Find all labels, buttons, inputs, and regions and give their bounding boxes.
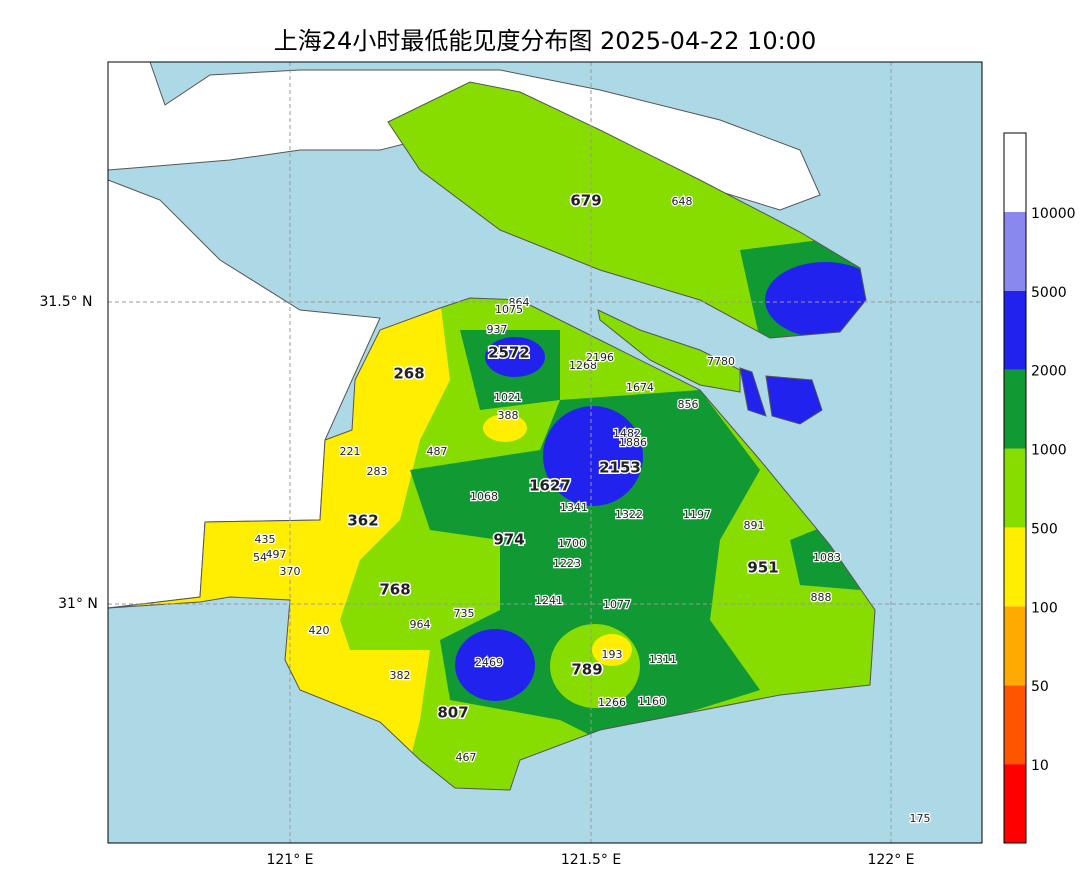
- colorbar-frame: [1003, 132, 1027, 844]
- station-label: 7780: [707, 355, 735, 368]
- station-label: 1223: [553, 557, 581, 570]
- colorbar: 10 50 100 500 1000 2000 5000 10000: [1003, 132, 1076, 844]
- lon-label: 122° E: [867, 852, 914, 868]
- colorbar-label: 100: [1031, 600, 1058, 616]
- station-label: 2196: [586, 351, 614, 364]
- station-label: 1886: [619, 436, 647, 449]
- station-label: 1700: [558, 537, 586, 550]
- station-label: 193: [602, 648, 623, 661]
- station-label: 974: [493, 531, 524, 549]
- station-label: 487: [427, 445, 448, 458]
- colorbar-band: [1004, 133, 1026, 212]
- station-label: 268: [393, 365, 424, 383]
- station-label: 1627: [529, 477, 571, 495]
- station-label: 1160: [638, 695, 666, 708]
- colorbar-band: [1004, 369, 1026, 449]
- colorbar-label: 10: [1031, 758, 1049, 774]
- station-label: 382: [390, 669, 411, 682]
- station-label: 1068: [470, 490, 498, 503]
- station-label: 768: [379, 581, 410, 599]
- colorbar-label: 50: [1031, 679, 1049, 695]
- colorbar-band: [1004, 764, 1026, 843]
- station-label: 1075: [495, 303, 523, 316]
- station-label: 283: [367, 465, 388, 478]
- lon-label: 121° E: [266, 852, 313, 868]
- frame: [107, 61, 983, 844]
- colorbar-label: 5000: [1031, 285, 1067, 301]
- colorbar-label: 10000: [1031, 206, 1076, 222]
- changxing: [597, 309, 741, 393]
- lat-label: 31.5° N: [39, 294, 92, 310]
- station-label: 2153: [599, 459, 641, 477]
- station-label: 54: [253, 551, 267, 564]
- station-label: 891: [744, 519, 765, 532]
- station-label: 789: [571, 661, 602, 679]
- colorbar-band: [1004, 527, 1026, 607]
- station-label: 951: [747, 559, 778, 577]
- station-label: 648: [672, 195, 693, 208]
- station-label: 1241: [535, 594, 563, 607]
- station-label: 388: [498, 409, 519, 422]
- station-label: 1674: [626, 381, 654, 394]
- station-label: 807: [437, 704, 468, 722]
- station-label: 2572: [488, 344, 530, 362]
- colorbar-label: 1000: [1031, 443, 1067, 459]
- colorbar-band: [1004, 685, 1026, 765]
- station-label: 467: [456, 751, 477, 764]
- colorbar-band: [1004, 290, 1026, 370]
- station-label: 964: [410, 618, 431, 631]
- lat-label: 31° N: [58, 596, 98, 612]
- station-label: 679: [570, 192, 601, 210]
- station-label: 221: [340, 445, 361, 458]
- mainland-border: [108, 297, 876, 791]
- station-label: 1266: [598, 696, 626, 709]
- station-label: 864: [509, 296, 530, 309]
- hengsha: [765, 375, 823, 425]
- stations: 679 2572 268 362 974 1627 2153 768 951 789 807 648 8…: [252, 190, 932, 826]
- station-label: 370: [280, 565, 301, 578]
- station-label: 1341: [560, 501, 588, 514]
- station-label: 1021: [494, 391, 522, 404]
- station-label: 888: [811, 591, 832, 604]
- station-label: 1322: [615, 508, 643, 521]
- colorbar-label: 500: [1031, 521, 1058, 537]
- colorbar-band: [1004, 448, 1026, 528]
- station-label: 420: [309, 624, 330, 637]
- station-label: 175: [910, 812, 931, 825]
- station-label: 1083: [813, 551, 841, 564]
- colorbar-label: 2000: [1031, 364, 1067, 380]
- station-label: 735: [454, 607, 475, 620]
- station-label: 937: [487, 323, 508, 336]
- station-label: 1482: [613, 427, 641, 440]
- station-label: 1077: [603, 598, 631, 611]
- station-label: 1197: [683, 508, 711, 521]
- station-label: 435: [255, 533, 276, 546]
- map-area: 679 2572 268 362 974 1627 2153 768 951 789 807 648 8…: [108, 62, 982, 843]
- station-label: 2469: [475, 656, 503, 669]
- station-label: 856: [678, 398, 699, 411]
- colorbar-band: [1004, 606, 1026, 686]
- station-label: 1268: [569, 359, 597, 372]
- lon-label: 121.5° E: [561, 852, 621, 868]
- station-label: 362: [347, 512, 378, 530]
- station-label: 497: [266, 548, 287, 561]
- map-title: 上海24小时最低能见度分布图 2025-04-22 10:00: [274, 27, 816, 55]
- colorbar-band: [1004, 211, 1026, 291]
- station-label: 1311: [649, 653, 677, 666]
